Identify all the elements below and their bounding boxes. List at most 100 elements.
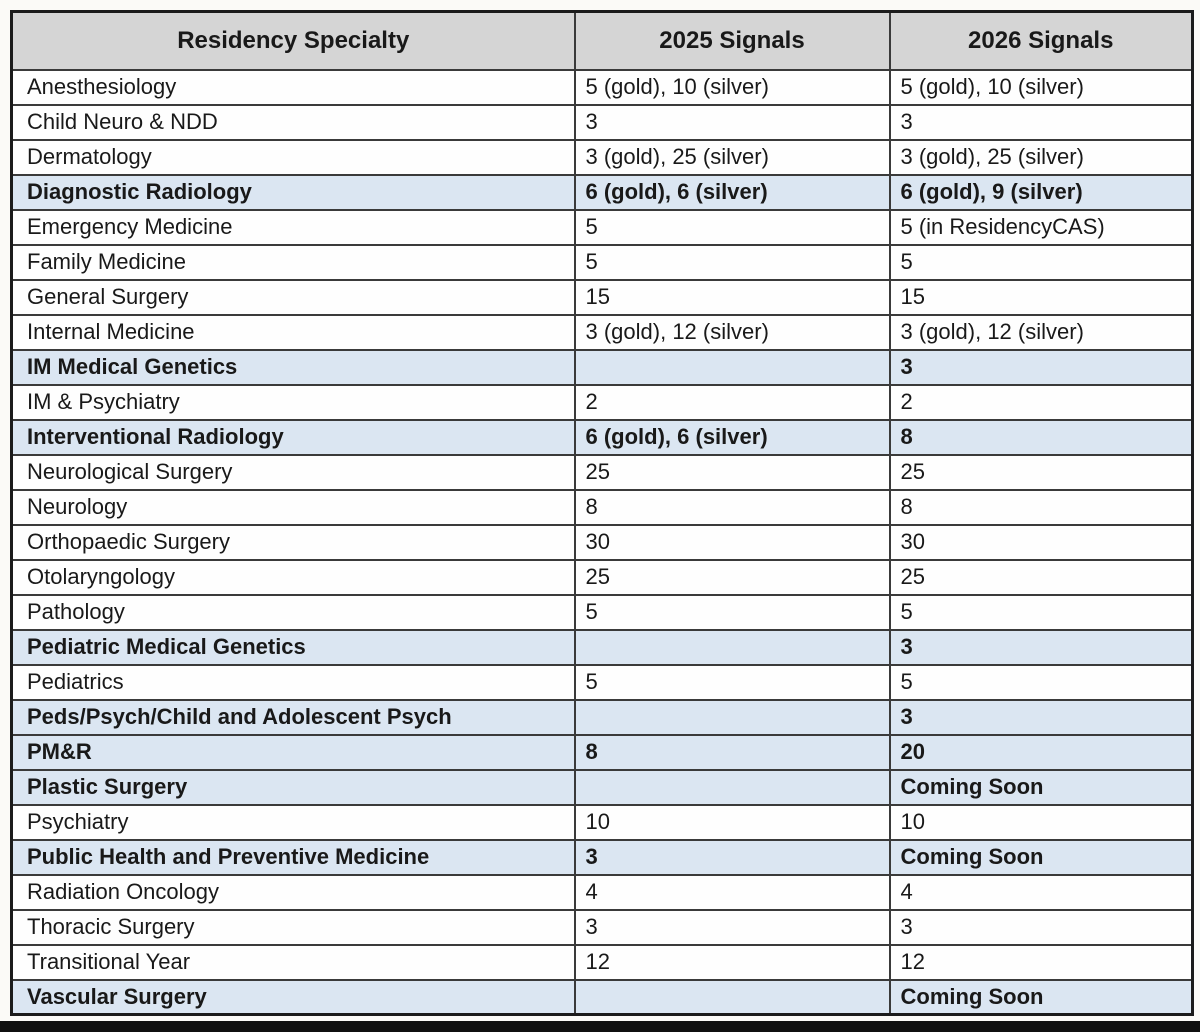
signals-2026-cell: 12	[888, 943, 1194, 981]
table-row: Pediatric Medical Genetics 3	[10, 628, 1194, 666]
signals-2025-cell: 5	[573, 243, 891, 281]
table-row: Child Neuro & NDD 3 3	[10, 103, 1194, 141]
signals-2026-cell: 3	[888, 103, 1194, 141]
column-header-2026-signals: 2026 Signals	[888, 10, 1194, 71]
signals-2025-cell	[573, 698, 891, 736]
signals-2026-cell: 2	[888, 383, 1194, 421]
table-body: Anesthesiology 5 (gold), 10 (silver) 5 (…	[10, 68, 1194, 1016]
specialty-cell: Radiation Oncology	[10, 873, 576, 911]
table-row: Neurology 8 8	[10, 488, 1194, 526]
signals-2025-cell: 25	[573, 453, 891, 491]
specialty-cell: Otolaryngology	[10, 558, 576, 596]
header-row: Residency Specialty 2025 Signals 2026 Si…	[10, 10, 1194, 71]
table-row: Vascular Surgery Coming Soon	[10, 978, 1194, 1016]
specialty-cell: Thoracic Surgery	[10, 908, 576, 946]
table-row: Public Health and Preventive Medicine 3 …	[10, 838, 1194, 876]
signals-2025-cell: 4	[573, 873, 891, 911]
table-row: Orthopaedic Surgery 30 30	[10, 523, 1194, 561]
signals-2026-cell: 25	[888, 558, 1194, 596]
signals-2026-cell: 8	[888, 418, 1194, 456]
signals-2025-cell: 12	[573, 943, 891, 981]
signals-2026-cell: 5	[888, 593, 1194, 631]
table-header: Residency Specialty 2025 Signals 2026 Si…	[10, 10, 1194, 71]
signals-2025-cell: 6 (gold), 6 (silver)	[573, 418, 891, 456]
signals-2026-cell: 20	[888, 733, 1194, 771]
table-row: Anesthesiology 5 (gold), 10 (silver) 5 (…	[10, 68, 1194, 106]
table-row: Emergency Medicine 5 5 (in ResidencyCAS)	[10, 208, 1194, 246]
signals-2025-cell: 25	[573, 558, 891, 596]
signals-2025-cell: 15	[573, 278, 891, 316]
signals-2026-cell: 3 (gold), 12 (silver)	[888, 313, 1194, 351]
specialty-cell: Child Neuro & NDD	[10, 103, 576, 141]
signals-2026-cell: Coming Soon	[888, 978, 1194, 1016]
table-row: IM & Psychiatry 2 2	[10, 383, 1194, 421]
table-row: Dermatology 3 (gold), 25 (silver) 3 (gol…	[10, 138, 1194, 176]
signals-2025-cell: 8	[573, 733, 891, 771]
specialty-cell: Family Medicine	[10, 243, 576, 281]
specialty-cell: Pathology	[10, 593, 576, 631]
signals-2025-cell	[573, 348, 891, 386]
specialty-cell: Peds/Psych/Child and Adolescent Psych	[10, 698, 576, 736]
table-row: Pediatrics 5 5	[10, 663, 1194, 701]
table-row: Peds/Psych/Child and Adolescent Psych 3	[10, 698, 1194, 736]
signals-2026-cell: 5	[888, 663, 1194, 701]
table-row: IM Medical Genetics 3	[10, 348, 1194, 386]
specialty-cell: Pediatrics	[10, 663, 576, 701]
signals-2026-cell: 25	[888, 453, 1194, 491]
specialty-cell: Psychiatry	[10, 803, 576, 841]
table-row: Diagnostic Radiology 6 (gold), 6 (silver…	[10, 173, 1194, 211]
signals-2025-cell: 3	[573, 908, 891, 946]
signals-2026-cell: 5 (in ResidencyCAS)	[888, 208, 1194, 246]
signals-2025-cell: 3	[573, 103, 891, 141]
specialty-cell: Diagnostic Radiology	[10, 173, 576, 211]
signals-2025-cell: 3 (gold), 25 (silver)	[573, 138, 891, 176]
signals-2026-cell: 3 (gold), 25 (silver)	[888, 138, 1194, 176]
column-header-specialty: Residency Specialty	[10, 10, 576, 71]
signals-2025-cell: 30	[573, 523, 891, 561]
table-row: Plastic Surgery Coming Soon	[10, 768, 1194, 806]
signals-2026-cell: 3	[888, 348, 1194, 386]
table-row: Family Medicine 5 5	[10, 243, 1194, 281]
signals-2026-cell: 4	[888, 873, 1194, 911]
signals-2026-cell: 5 (gold), 10 (silver)	[888, 68, 1194, 106]
signals-2026-cell: 6 (gold), 9 (silver)	[888, 173, 1194, 211]
signals-2025-cell: 5	[573, 663, 891, 701]
signals-2026-cell: 30	[888, 523, 1194, 561]
signals-2025-cell: 5	[573, 208, 891, 246]
column-header-2025-signals: 2025 Signals	[573, 10, 891, 71]
signals-2025-cell	[573, 768, 891, 806]
table-row: Otolaryngology 25 25	[10, 558, 1194, 596]
signals-2026-cell: 5	[888, 243, 1194, 281]
specialty-cell: Plastic Surgery	[10, 768, 576, 806]
table-row: PM&R 8 20	[10, 733, 1194, 771]
signals-2026-cell: 3	[888, 628, 1194, 666]
signals-2025-cell	[573, 978, 891, 1016]
specialty-cell: General Surgery	[10, 278, 576, 316]
specialty-cell: PM&R	[10, 733, 576, 771]
signals-2025-cell: 3 (gold), 12 (silver)	[573, 313, 891, 351]
specialty-cell: Interventional Radiology	[10, 418, 576, 456]
specialty-cell: Dermatology	[10, 138, 576, 176]
signals-2025-cell: 5	[573, 593, 891, 631]
table-row: Pathology 5 5	[10, 593, 1194, 631]
specialty-cell: IM & Psychiatry	[10, 383, 576, 421]
table-row: General Surgery 15 15	[10, 278, 1194, 316]
table-row: Transitional Year 12 12	[10, 943, 1194, 981]
bottom-black-bar	[0, 1021, 1200, 1032]
signals-2026-cell: 3	[888, 908, 1194, 946]
signals-2026-cell: 8	[888, 488, 1194, 526]
signals-2025-cell: 10	[573, 803, 891, 841]
residency-signals-table: Residency Specialty 2025 Signals 2026 Si…	[10, 10, 1194, 1016]
specialty-cell: Pediatric Medical Genetics	[10, 628, 576, 666]
signals-2026-cell: 3	[888, 698, 1194, 736]
table-row: Internal Medicine 3 (gold), 12 (silver) …	[10, 313, 1194, 351]
signals-2026-cell: Coming Soon	[888, 768, 1194, 806]
specialty-cell: Anesthesiology	[10, 68, 576, 106]
specialty-cell: Internal Medicine	[10, 313, 576, 351]
specialty-cell: Neurological Surgery	[10, 453, 576, 491]
specialty-cell: Vascular Surgery	[10, 978, 576, 1016]
signals-2025-cell: 3	[573, 838, 891, 876]
specialty-cell: Public Health and Preventive Medicine	[10, 838, 576, 876]
specialty-cell: Emergency Medicine	[10, 208, 576, 246]
table-row: Neurological Surgery 25 25	[10, 453, 1194, 491]
